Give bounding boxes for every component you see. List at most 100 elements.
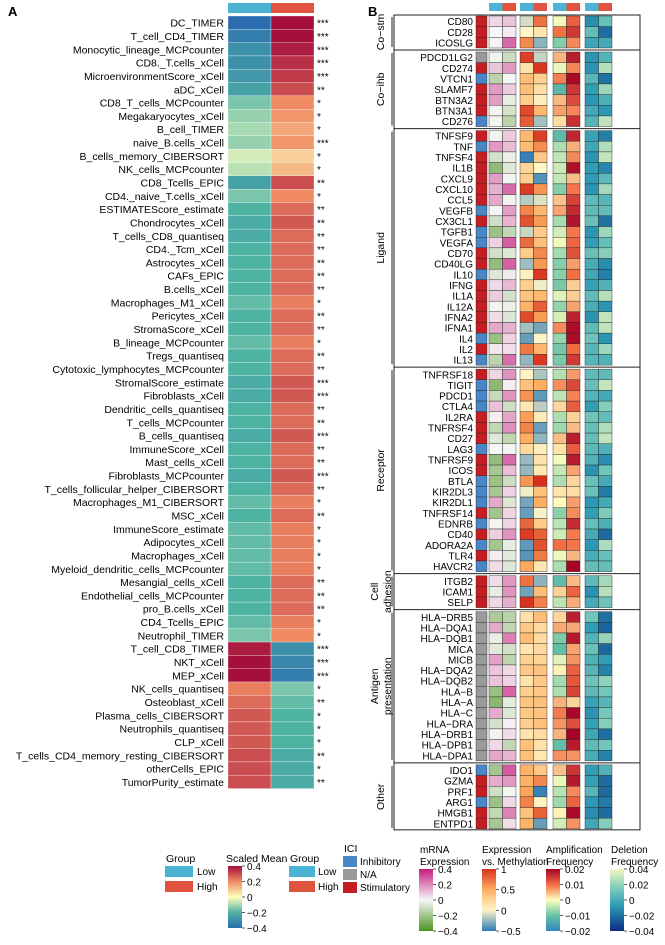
cell-del-low-entpd1 <box>584 817 599 830</box>
cell-mrna-low-micb <box>488 654 503 666</box>
cell-high-microenvironmentscore-xcell <box>270 69 315 83</box>
ici-cat-pdcd1 <box>475 390 488 402</box>
cell-high-myeloid-dendritic-cells-mcpcounter <box>270 561 315 576</box>
sig-naive-b-cells-xcell: *** <box>317 139 329 150</box>
cell-mrna-high-hla-dqa2 <box>502 664 517 676</box>
cell-meth-high-cxcl10 <box>533 183 548 195</box>
gene-label-mica: MICA <box>448 645 473 656</box>
cell-amp-low-lag3 <box>552 443 567 455</box>
row-label-mast-cells-xcell: Mast_cells_xCell <box>145 457 224 469</box>
cell-del-high-il2ra <box>598 411 613 423</box>
cell-meth-high-mica <box>533 643 548 655</box>
section-label-receptor: Receptor <box>375 449 387 492</box>
cell-amp-high-icos <box>566 464 581 476</box>
cell-amp-high-il4 <box>566 332 581 345</box>
cell-meth-high-cd80 <box>533 15 548 27</box>
gene-label-cd27: CD27 <box>447 434 473 445</box>
cell-meth-low-slamf7 <box>519 83 534 95</box>
cell-low-cd8-tcells-epic <box>227 175 272 190</box>
cell-meth-low-cd80 <box>519 15 534 27</box>
cell-meth-low-il10 <box>519 268 534 281</box>
cell-del-high-vegfb <box>598 205 613 217</box>
row-label-megakaryocytes-xcell: Megakaryocytes_xCell <box>118 111 224 123</box>
ici-cat-il1a <box>475 290 488 302</box>
cell-high-t-cells-cd4-memory-resting-cibersort <box>270 748 315 763</box>
gene-label-vtcn1: VTCN1 <box>440 74 473 85</box>
cell-del-low-hla-dqa1 <box>584 622 599 634</box>
row-label-t-cells-follicular-helper-cibersort: T_cells_follicular_helper_CIBERSORT <box>44 484 224 496</box>
cell-low-estimatescore-estimate <box>227 202 272 216</box>
cell-high-cd8-t-cells-mcpcounter <box>270 95 315 110</box>
cell-amp-low-cd40lg <box>552 258 567 270</box>
gene-label-cd276: CD276 <box>442 117 474 128</box>
sig-chondrocytes-xcell: ** <box>317 218 325 229</box>
cell-amp-low-il2ra <box>552 411 567 423</box>
cell-mrna-high-prf1 <box>502 786 517 798</box>
cell-mrna-low-hla-dqa2 <box>488 664 503 676</box>
gene-label-cd274: CD274 <box>442 64 474 75</box>
ici-cat-micb <box>475 654 488 666</box>
cell-meth-low-ido1 <box>519 764 534 776</box>
sig-t-cell-cd8-timer: *** <box>317 645 329 656</box>
cell-mrna-high-vtcn1 <box>502 73 517 85</box>
legend-mrna-tick: 0.2 <box>438 881 452 892</box>
sig-b-cells-memory-cibersort: * <box>317 152 321 163</box>
cell-amp-low-hla-dqa2 <box>552 664 567 676</box>
column-annotation-high <box>566 3 580 11</box>
cell-mrna-high-tnfrsf4 <box>502 422 517 434</box>
cell-del-high-cd274 <box>598 62 613 74</box>
row-label-cd8-tcells-epic: CD8_Tcells_EPIC <box>141 178 225 190</box>
sig-cytotoxic-lymphocytes-mcpcounter: ** <box>317 365 325 376</box>
ici-cat-tlr4 <box>475 550 488 562</box>
ici-cat-gzma <box>475 775 488 787</box>
cell-del-high-cd40 <box>598 528 613 540</box>
cell-amp-low-il12a <box>552 300 567 313</box>
cell-del-high-hmgb1 <box>598 807 613 819</box>
cell-amp-low-selp <box>552 596 567 608</box>
cell-del-low-cd80 <box>584 15 599 27</box>
cell-del-low-il1a <box>584 290 599 302</box>
cell-del-low-hla-dpb1 <box>584 739 599 751</box>
sig-mep-xcell: *** <box>317 671 329 682</box>
cell-low-t-cells-follicular-helper-cibersort <box>227 482 272 496</box>
row-label-pro-b-cells-xcell: pro_B.cells_xCell <box>143 604 224 616</box>
ici-cat-btn3a2 <box>475 94 488 106</box>
cell-meth-high-hla-dra <box>533 718 548 730</box>
cell-mrna-high-cx3cl1 <box>502 215 517 227</box>
cell-high-cd4-tcm-xcell <box>270 242 315 256</box>
gene-label-adora2a: ADORA2A <box>425 541 473 552</box>
cell-high-t-cells-mcpcounter <box>270 415 315 430</box>
legend-scaled-mean-title: Scaled Mean <box>226 853 287 865</box>
ici-cat-il13 <box>475 354 488 366</box>
cell-meth-low-gzma <box>519 775 534 787</box>
cell-mrna-high-hmgb1 <box>502 807 517 819</box>
cell-del-low-btla <box>584 475 599 487</box>
cell-del-low-tnfrsf9 <box>584 454 599 466</box>
cell-high-chondrocytes-xcell <box>270 215 315 230</box>
row-label-nk-cells-quantiseq: NK_cells_quantiseq <box>131 684 224 696</box>
legend-amplification: Amplification Frequency 0.02 0.01 0 −0.01 −0… <box>546 845 603 938</box>
cell-del-high-cd80 <box>598 15 613 27</box>
cell-mrna-high-hla-drb5 <box>502 611 517 623</box>
cell-low-dc-timer <box>227 15 272 30</box>
cell-meth-low-il1b <box>519 162 534 174</box>
cell-del-high-cd28 <box>598 26 613 38</box>
cell-high-megakaryocytes-xcell <box>270 109 315 123</box>
cell-low-t-cells-mcpcounter <box>227 415 272 430</box>
sig-cd8-t-cells-mcpcounter: * <box>317 99 321 110</box>
row-label-endothelial-cells-mcpcounter: Endothelial_cells_MCPcounter <box>81 590 224 602</box>
cell-meth-low-ccl5 <box>519 194 534 206</box>
cell-meth-high-prf1 <box>533 786 548 798</box>
sig-mesangial-cells-xcell: ** <box>317 578 325 589</box>
cell-amp-high-il13 <box>566 354 581 366</box>
cell-mrna-high-entpd1 <box>502 817 517 830</box>
cell-del-low-hla-a <box>584 696 599 708</box>
ici-cat-ctla4 <box>475 400 488 412</box>
legend-group-a-low-swatch <box>165 866 193 877</box>
row-label-naive-b-cells-xcell: naive_B.cells_xCell <box>133 138 224 150</box>
cell-del-low-hmgb1 <box>584 807 599 819</box>
cell-del-low-tnfrsf14 <box>584 507 599 519</box>
cell-mrna-high-il12a <box>502 300 517 313</box>
cell-amp-low-tnf <box>552 141 567 153</box>
cell-del-high-ifng <box>598 279 613 291</box>
